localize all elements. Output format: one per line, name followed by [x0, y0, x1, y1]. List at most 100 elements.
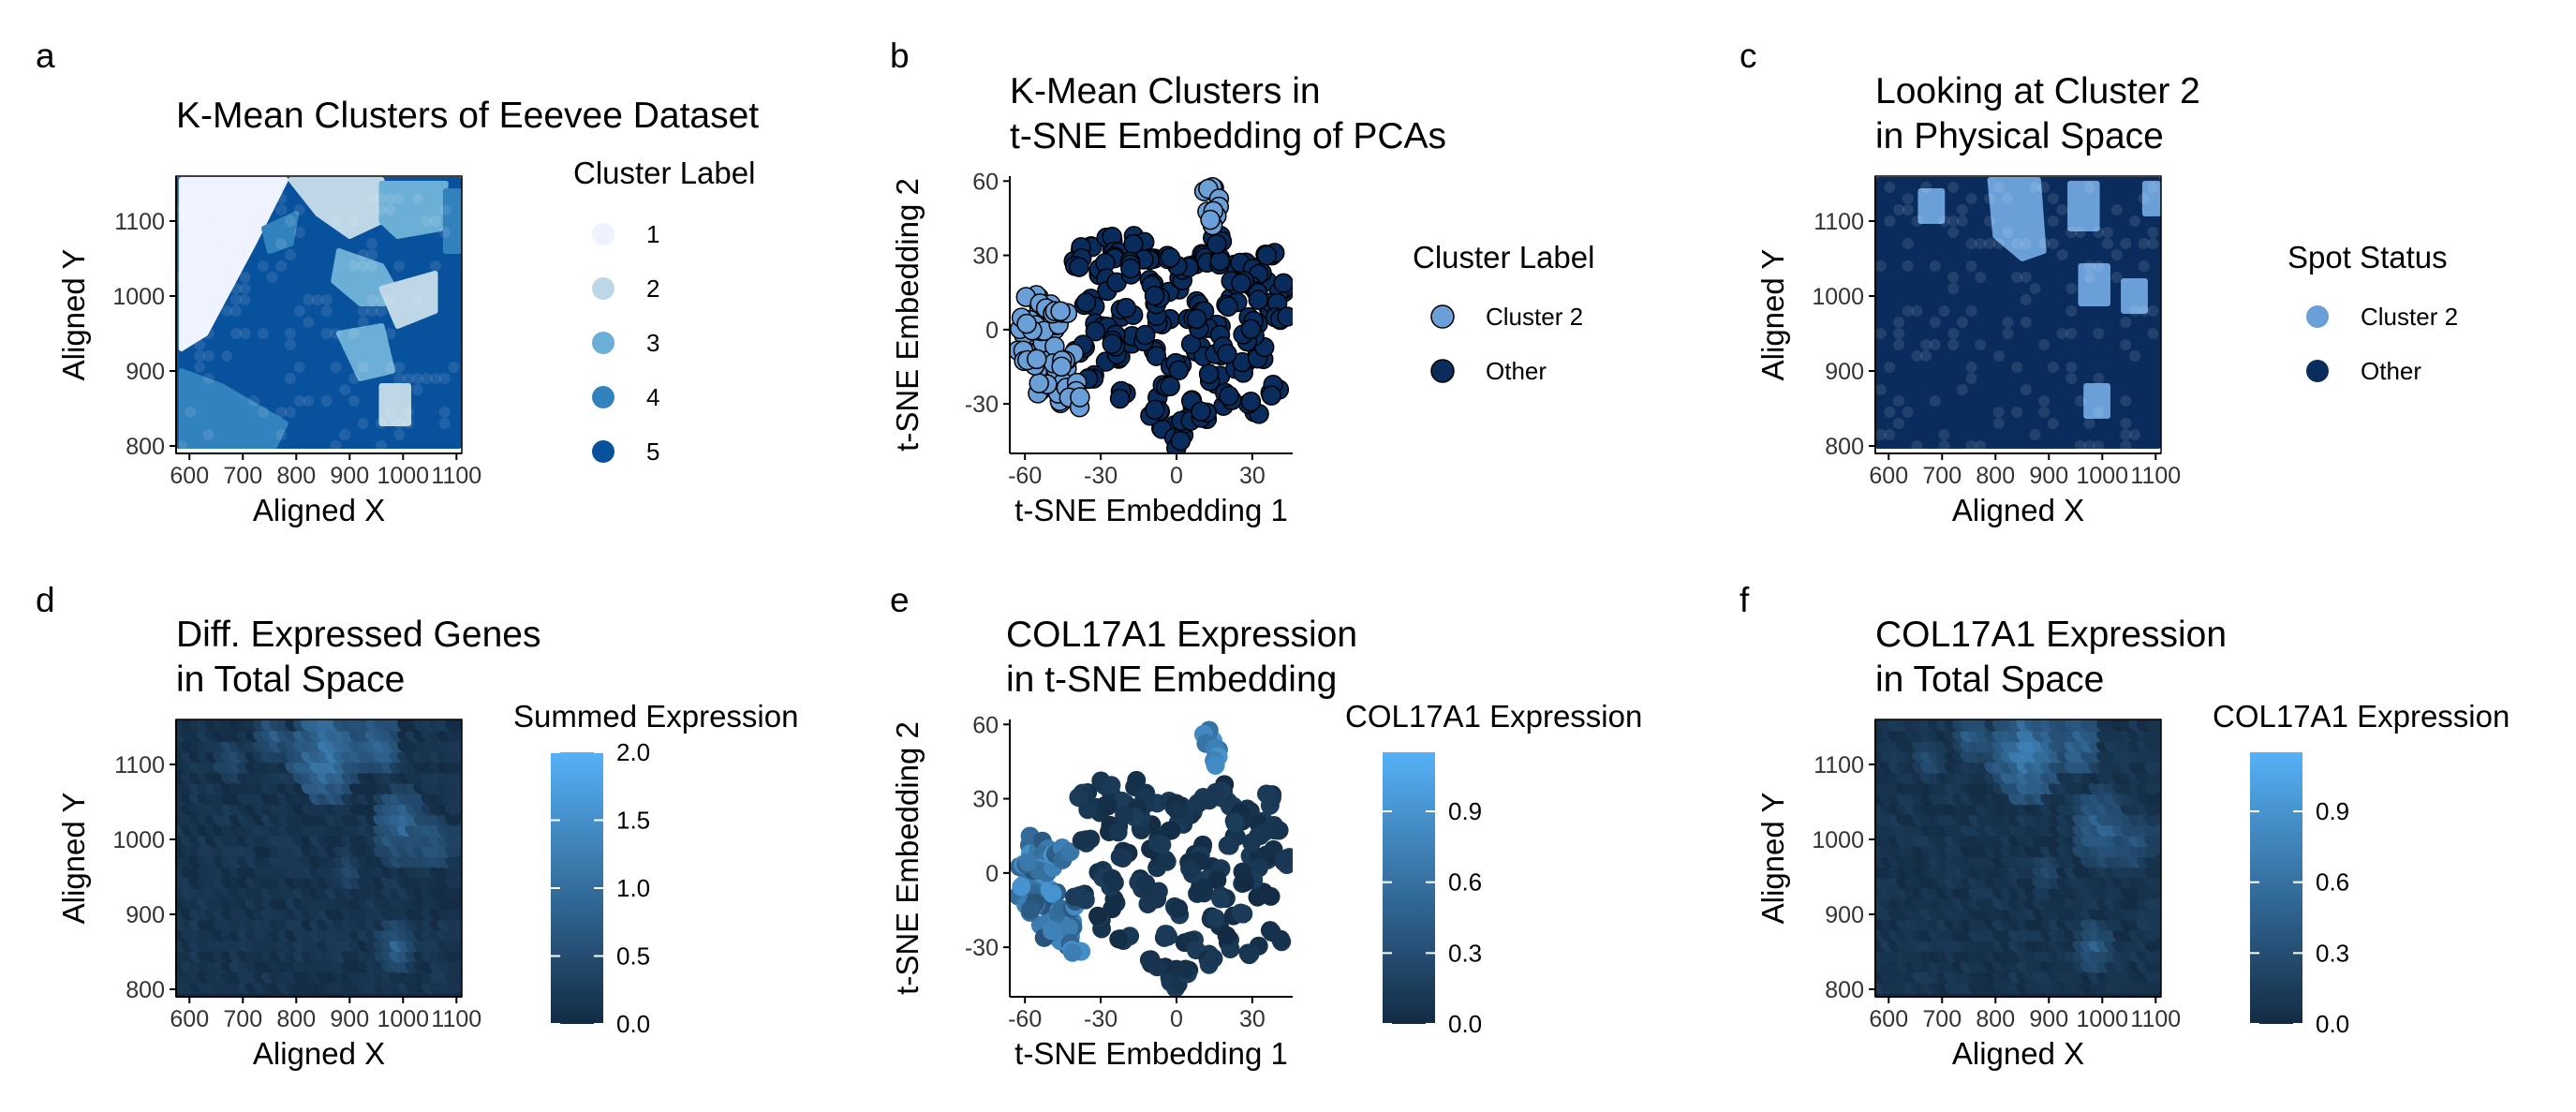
cluster-region	[261, 211, 300, 254]
spot-dot	[2029, 429, 2041, 440]
panel-letter: e	[890, 581, 910, 619]
cluster-region	[2121, 278, 2148, 314]
spot-dot	[285, 339, 296, 350]
chart-title: Diff. Expressed Genes	[176, 615, 540, 655]
spot-dot	[229, 305, 242, 317]
x-tick-label: 900	[2029, 463, 2068, 489]
data-point	[1231, 273, 1251, 294]
y-tick-label: -30	[965, 392, 999, 418]
spot-dot	[257, 407, 269, 418]
spot-dot	[1984, 193, 1995, 204]
spot-dot	[366, 260, 378, 272]
spot-dot	[2047, 418, 2059, 429]
spot-dot	[357, 305, 369, 317]
data-point	[1217, 926, 1236, 945]
spot-dot	[2002, 193, 2014, 204]
colorbar-title: COL17A1 Expression	[1345, 699, 1642, 734]
x-tick-label: 30	[1239, 463, 1266, 489]
spot-dot	[257, 328, 269, 339]
x-tick-label: 700	[1922, 1006, 1962, 1032]
x-tick-label: 700	[223, 463, 262, 489]
data-point	[1207, 233, 1227, 255]
data-point	[1168, 360, 1190, 380]
x-tick-label: 1000	[377, 1006, 429, 1032]
y-tick-label: 30	[972, 244, 999, 270]
spot-dot	[293, 362, 305, 373]
spot-dot	[384, 362, 396, 373]
spot-dot	[366, 249, 378, 260]
plot-area	[1010, 720, 1293, 997]
spot-dot	[2065, 283, 2078, 294]
data-point	[1021, 900, 1041, 920]
legend-swatch	[1430, 304, 1455, 329]
spot-dot	[185, 407, 197, 418]
spot-dot	[348, 373, 360, 384]
spot-dot	[375, 418, 387, 429]
spot-dot	[275, 204, 288, 215]
spot-dot	[320, 395, 333, 407]
data-point	[1206, 909, 1225, 928]
spot-dot	[1893, 317, 1905, 328]
plot-area	[1010, 177, 1293, 453]
spot-dot	[320, 294, 333, 305]
spot-dot	[293, 204, 305, 215]
spot-dot	[1911, 215, 1923, 227]
spot-dot	[1875, 328, 1887, 339]
spot-dot	[2120, 429, 2132, 440]
spot-dot	[185, 193, 197, 204]
data-point	[1070, 387, 1090, 408]
spot-dot	[229, 328, 242, 339]
spot-dot	[2120, 317, 2132, 328]
panel-b: b K-Mean Clusters in t-SNE Embedding of PC…	[890, 37, 1594, 527]
spot-dot	[266, 272, 278, 283]
chart-title: in t-SNE Embedding	[1006, 660, 1337, 700]
spot-dot	[1902, 305, 1914, 317]
data-point	[1146, 346, 1167, 366]
spot-dot	[1902, 238, 1914, 249]
cluster-region	[378, 181, 449, 239]
spot-dot	[1965, 440, 1977, 452]
chart-title: K-Mean Clusters in	[1010, 71, 1321, 111]
colorbar: Summed Expression 0.0 0.5 1.0 1.5 2.0	[513, 699, 798, 1038]
spot-dot	[393, 373, 406, 384]
spot-dot	[185, 283, 197, 294]
chart-title: COL17A1 Expression	[1006, 615, 1357, 655]
colorbar-tick-label: 1.0	[616, 874, 650, 902]
data-point	[1186, 308, 1207, 330]
spot-dot	[357, 317, 369, 328]
data-point	[1261, 886, 1281, 906]
spot-dot	[411, 193, 423, 204]
data-point	[1176, 959, 1195, 979]
data-point	[1198, 363, 1220, 384]
spot-dot	[2101, 238, 2113, 249]
cluster-region	[442, 188, 462, 254]
data-point	[1029, 373, 1049, 393]
spot-dot	[1902, 407, 1914, 418]
data-point	[1147, 957, 1167, 977]
spot-dot	[2002, 328, 2014, 339]
spot-dot	[393, 260, 406, 272]
plot-area	[1875, 177, 2161, 452]
spot-dot	[202, 227, 215, 238]
y-tick-label: 1000	[1812, 284, 1864, 310]
panel-letter: f	[1740, 581, 1750, 619]
spot-dot	[2129, 215, 2141, 227]
y-tick-label: 60	[972, 712, 999, 738]
y-tick-label: 1000	[112, 827, 165, 853]
spot-dot	[2138, 193, 2150, 204]
data-point	[1271, 929, 1291, 949]
spot-dot	[1992, 350, 2005, 362]
spot-dot	[2074, 440, 2086, 452]
spot-dot	[1956, 204, 1968, 215]
spot-dot	[2038, 238, 2050, 249]
data-point	[1109, 929, 1129, 949]
x-tick-label: 1100	[2130, 1006, 2181, 1032]
spot-dot	[1992, 182, 2005, 193]
spot-dot	[1875, 260, 1887, 272]
spot-dot	[1975, 440, 1987, 452]
spot-dot	[1956, 215, 1968, 227]
data-point	[1160, 376, 1180, 397]
spot-dot	[194, 215, 206, 227]
x-tick-label: -60	[1008, 1006, 1042, 1032]
data-point	[1169, 898, 1189, 918]
